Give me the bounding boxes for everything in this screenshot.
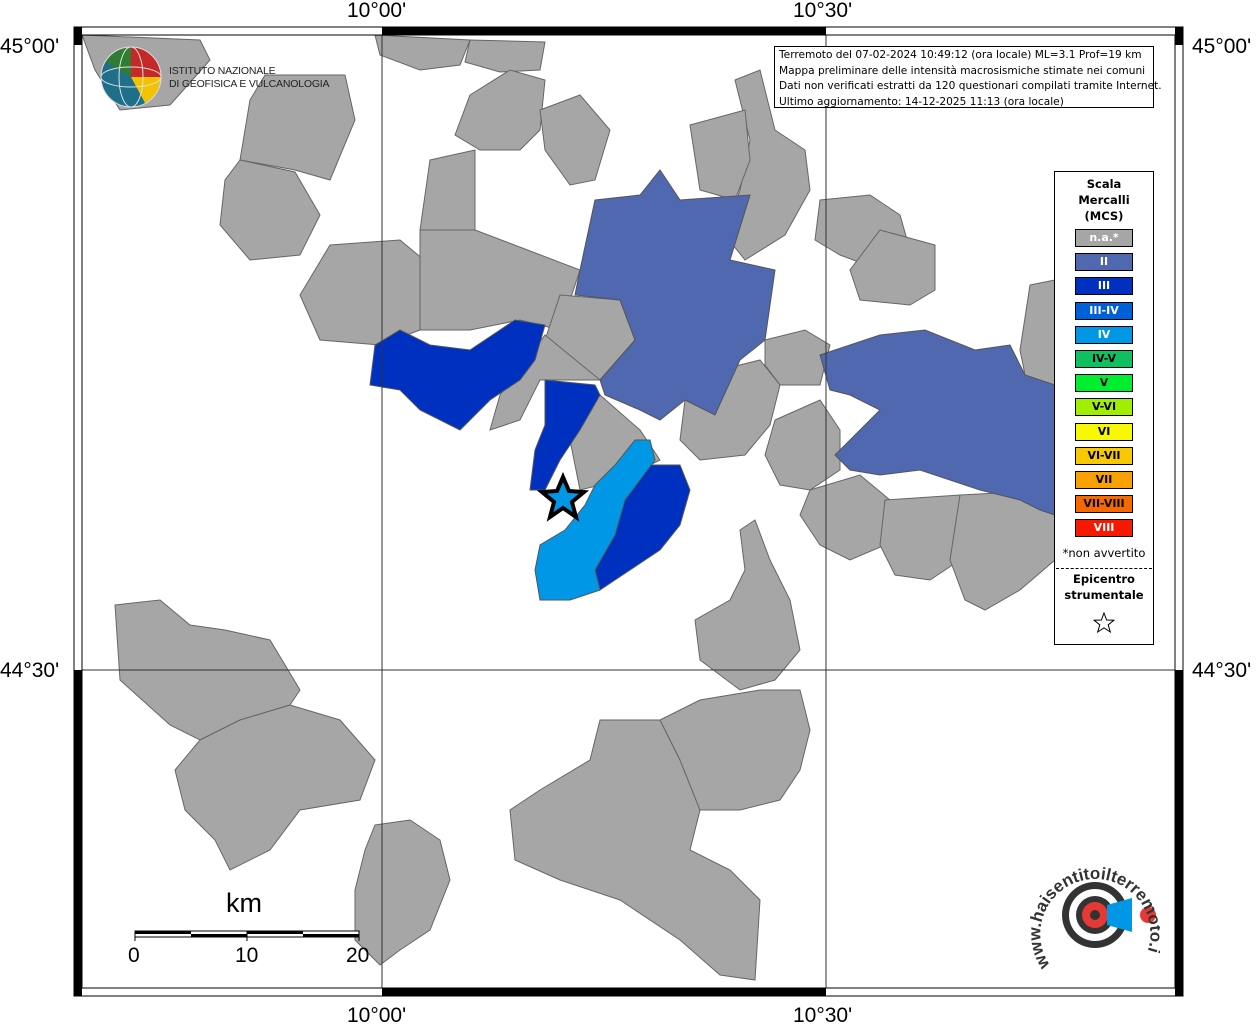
lat-label-left-top: 45°00' (0, 35, 60, 58)
lat-label-right-bottom: 44°30' (1192, 659, 1252, 682)
municipality-na (659, 689, 811, 811)
legend-swatch-ii: II (1075, 253, 1133, 272)
lat-label-right-top: 45°00' (1192, 35, 1252, 58)
legend-swatch-vi: VI (1075, 422, 1133, 441)
lon-label-bottom-left: 10°00' (347, 1004, 407, 1027)
epicenter-star-icon (536, 471, 590, 522)
legend-title-line3: (MCS) (1084, 209, 1124, 223)
municipality-na (689, 109, 751, 201)
intensity-legend: Scala Mercalli (MCS) n.a.* II III III-IV IV I… (1054, 171, 1154, 645)
legend-title-line1: Scala (1086, 177, 1122, 191)
graticule (82, 35, 1175, 988)
municipality-na (539, 94, 611, 186)
legend-swatch-v-vi: V-VI (1075, 398, 1133, 417)
ingv-globe-icon (100, 46, 162, 108)
svg-text:www.haisentitoilterremoto.it: www.haisentitoilterremoto.it (1030, 850, 1160, 973)
municipality-na (694, 519, 801, 691)
municipality-na (174, 704, 376, 871)
legend-swatch-viii: VIII (1075, 519, 1133, 538)
lon-label-top-left: 10°00' (347, 0, 407, 22)
municipalities-na (82, 35, 1056, 981)
municipality-na (764, 399, 841, 491)
legend-swatch-iii: III (1075, 277, 1133, 296)
ingv-logo-text: ISTITUTO NAZIONALE DI GEOFISICA E VULCAN… (169, 65, 330, 91)
municipality-na (799, 474, 891, 561)
scale-tick-20: 20 (346, 944, 370, 967)
legend-swatch-n-a: n.a.* (1075, 229, 1133, 247)
star-outline-icon (1093, 612, 1115, 634)
event-info-line2: Mappa preliminare delle intensità macros… (779, 64, 1146, 77)
legend-swatch-vi-vii: VI-VII (1075, 446, 1133, 465)
municipalities-iv (534, 439, 656, 601)
event-info-box: Terremoto del 07-02-2024 10:49:12 (ora l… (774, 46, 1162, 108)
legend-epicenter-line1: Epicentro (1073, 572, 1135, 586)
municipality-na (374, 35, 471, 71)
municipality-na (354, 819, 451, 966)
legend-epicenter-line2: strumentale (1064, 588, 1144, 602)
ingv-logo-line1: ISTITUTO NAZIONALE (169, 65, 276, 77)
municipality-iii (369, 319, 546, 431)
municipality-iii (529, 379, 601, 491)
legend-title-line2: Mercalli (1078, 193, 1130, 207)
municipality-na (849, 229, 936, 306)
lat-label-left-bottom: 44°30' (0, 659, 60, 682)
event-info-line4: Ultimo aggiornamento: 14-12-2025 11:13 (… (779, 95, 1064, 108)
frame-bars (74, 27, 1183, 996)
hsit-target-icon (1062, 882, 1156, 948)
hsit-logo-text: www.haisentitoilterremoto.it (1030, 850, 1160, 973)
municipality-na (299, 239, 431, 346)
ingv-logo-line2: DI GEOFISICA E VULCANOLOGIA (169, 78, 330, 90)
municipality-na (454, 69, 546, 151)
municipality-na (764, 329, 831, 386)
scale-bar (134, 930, 360, 941)
event-info-line1: Terremoto del 07-02-2024 10:49:12 (ora l… (779, 49, 1142, 61)
municipalities-iii (369, 319, 691, 591)
legend-swatch-iii-iv: III-IV (1075, 301, 1133, 320)
legend-swatch-iv: IV (1075, 325, 1133, 344)
municipality-na (464, 39, 546, 73)
municipality-ii (574, 169, 776, 421)
lon-label-top-right: 10°30' (793, 0, 853, 22)
event-info-line3: Dati non verificati estratti da 120 ques… (779, 80, 1162, 92)
legend-separator (1056, 568, 1152, 569)
municipality-na (219, 159, 321, 261)
legend-swatch-iv-v: IV-V (1075, 350, 1133, 368)
municipality-na (419, 149, 476, 241)
municipality-iv (534, 439, 656, 601)
scale-unit-label: km (226, 888, 262, 918)
municipalities-ii (574, 169, 1056, 516)
municipalities (82, 35, 1056, 981)
legend-note: *non avvertito (1062, 546, 1146, 560)
lon-label-bottom-right: 10°30' (793, 1004, 853, 1027)
municipality-na (239, 74, 356, 181)
legend-swatch-vii-viii: VII-VIII (1075, 495, 1133, 514)
legend-swatch-v: V (1075, 374, 1133, 393)
scale-tick-0: 0 (128, 944, 140, 967)
municipality-ii (819, 329, 1056, 516)
scale-tick-10: 10 (235, 944, 259, 967)
legend-swatch-vii: VII (1075, 471, 1133, 489)
